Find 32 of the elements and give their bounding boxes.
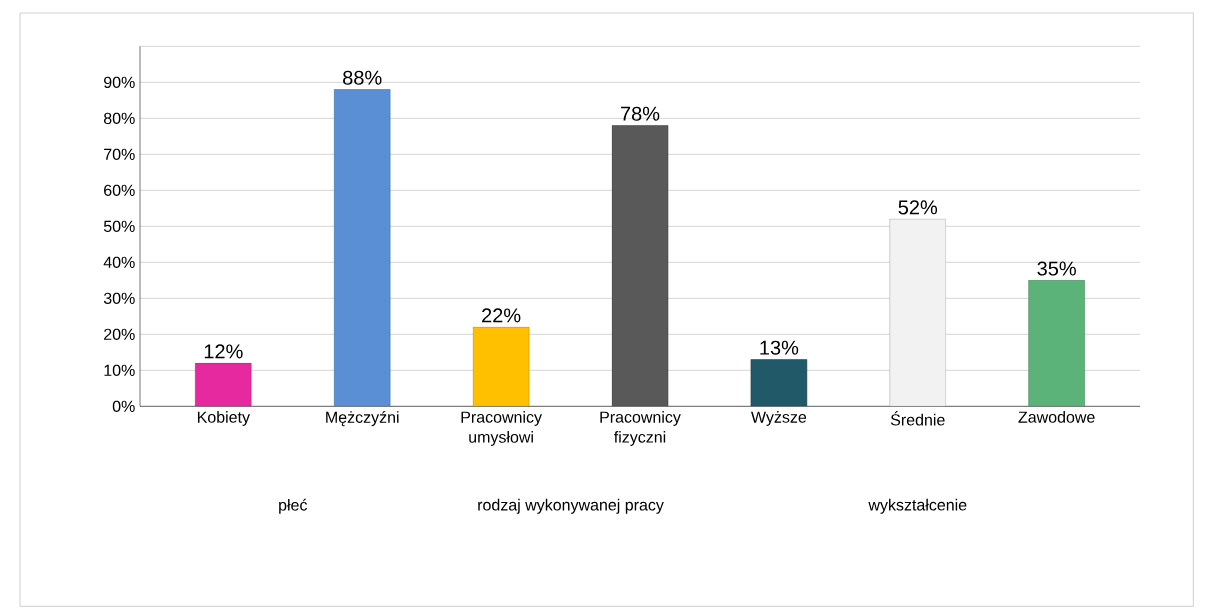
y-tick-label: 30% xyxy=(103,292,135,304)
bar xyxy=(195,362,252,407)
data-label: 35% xyxy=(1037,261,1076,276)
y-tick-label: 70% xyxy=(104,148,135,160)
x-tick-label: Zawodowe xyxy=(1018,411,1095,423)
data-label: 12% xyxy=(204,344,243,359)
x-tick-label: Pracownicy umysłowi xyxy=(461,411,542,446)
data-label: 88% xyxy=(343,70,382,85)
x-tick-label: Średnie xyxy=(890,411,945,426)
bar xyxy=(1028,280,1085,407)
data-label: 22% xyxy=(482,308,521,323)
y-tick-label: 50% xyxy=(103,220,135,232)
bar xyxy=(611,125,669,407)
x-tick-label: Wyższe xyxy=(751,411,807,426)
x-tick-label: Pracownicy fizyczni xyxy=(600,411,681,446)
y-tick-label: 40% xyxy=(103,256,135,268)
y-tick-label: 10% xyxy=(104,364,135,376)
bar xyxy=(333,89,391,407)
y-tick-label: 20% xyxy=(104,328,135,340)
data-label: 52% xyxy=(898,200,938,215)
y-tick-label: 0% xyxy=(112,400,135,412)
data-label: 78% xyxy=(621,106,660,121)
text: płeć xyxy=(279,498,308,514)
x-tick-label: Mężczyźni xyxy=(326,411,399,427)
text: wykształcenie xyxy=(868,498,967,514)
y-tick-label: 80% xyxy=(103,112,135,124)
text: rodzaj wykonywanej pracy xyxy=(478,498,664,514)
x-tick-label: Kobiety xyxy=(197,411,250,426)
data-label: 13% xyxy=(760,340,799,355)
bar xyxy=(472,326,530,407)
y-tick-label: 90% xyxy=(104,76,135,88)
y-tick-label: 60% xyxy=(104,184,135,196)
